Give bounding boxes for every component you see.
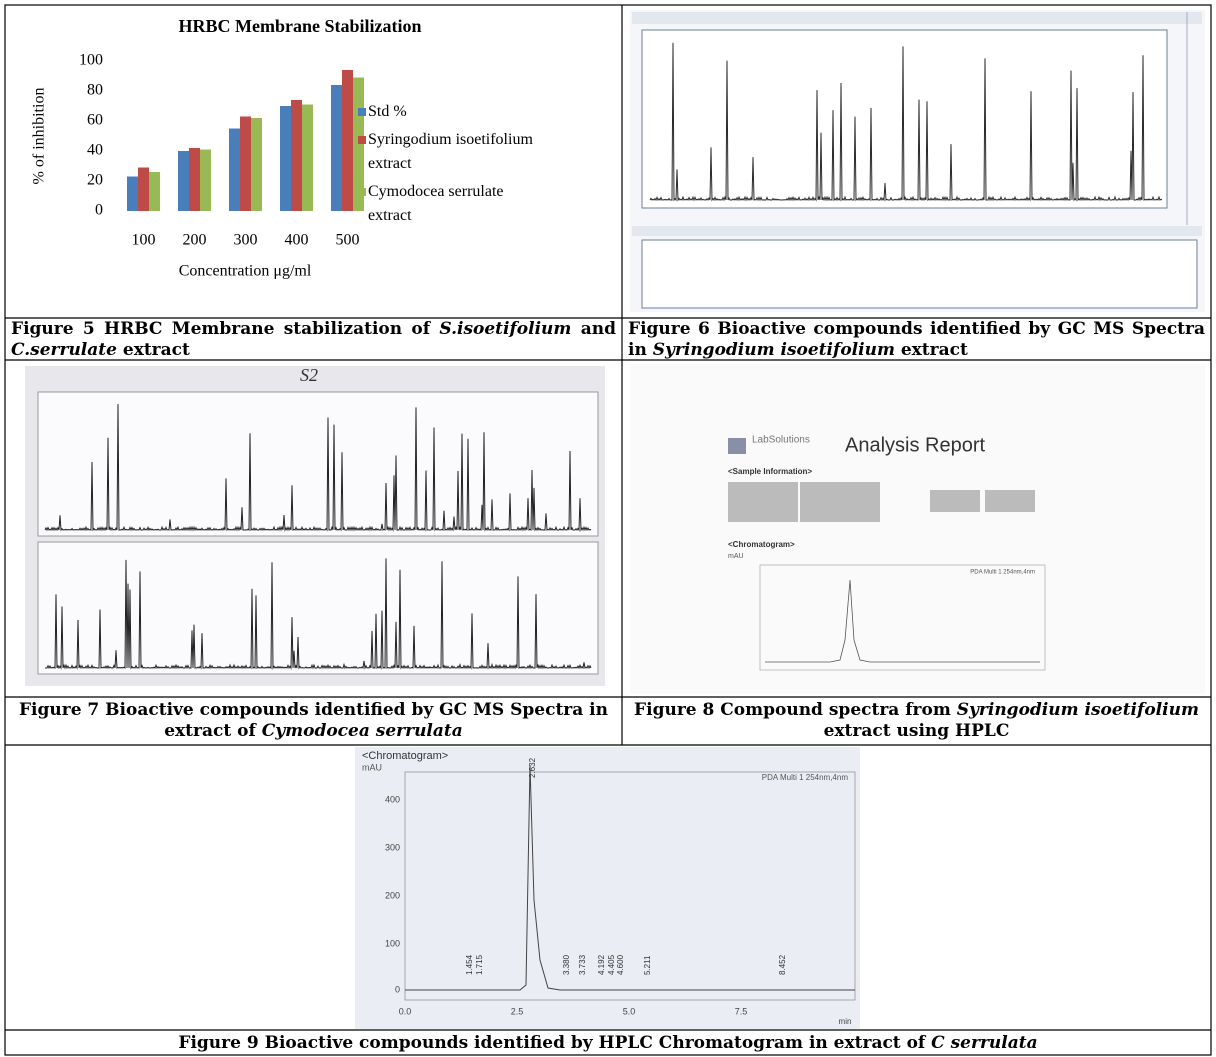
legend: Std % Syringodium isoetifolium extract Cym… bbox=[358, 100, 548, 232]
bar bbox=[229, 128, 240, 211]
detector-label: PDA Multi 1 254nm,4nm bbox=[970, 570, 1035, 576]
x-tick-label: 7.5 bbox=[735, 1006, 748, 1016]
report-section: <Chromatogram> bbox=[728, 540, 795, 549]
legend-swatch bbox=[358, 188, 366, 196]
peak-label: 3.733 bbox=[578, 954, 587, 975]
hplc-report: LabSolutions Analysis Report <Sample Inf… bbox=[630, 364, 1205, 694]
caption-text: S.isoetifolium bbox=[439, 319, 572, 339]
y-tick-label: 0 bbox=[395, 984, 400, 994]
legend-entry: Syringodium isoetifolium extract bbox=[358, 128, 548, 176]
table-borders bbox=[4, 4, 1212, 1056]
caption-text: Syringodium isoetifolium bbox=[652, 340, 895, 360]
hplc-photo: <Chromatogram> mAU PDA Multi 1 254nm,4nm… bbox=[355, 747, 860, 1029]
x-tick-label: 300 bbox=[234, 232, 258, 249]
bar bbox=[331, 85, 342, 211]
report-section: <Sample Information> bbox=[728, 467, 812, 476]
peak-label: 3.380 bbox=[562, 954, 571, 975]
peak-label: 1.715 bbox=[475, 954, 484, 975]
y-tick-label: 40 bbox=[87, 142, 103, 159]
caption-text: Figure 9 Bioactive compounds identified … bbox=[178, 1033, 932, 1053]
bar bbox=[138, 167, 149, 211]
chromatogram: 400 300 200 100 0 0.0 2.5 5.0 7.5 min 1.454 1.715 2.… bbox=[385, 757, 855, 1026]
caption-text: extract bbox=[894, 340, 968, 360]
y-tick-label: 400 bbox=[385, 794, 400, 804]
bar bbox=[189, 148, 200, 211]
y-tick-label: 80 bbox=[87, 82, 103, 99]
y-tick-label: 20 bbox=[87, 172, 103, 189]
x-tick-label: 400 bbox=[285, 232, 309, 249]
peak-label: 4.405 bbox=[607, 954, 616, 975]
legend-entry: Std % bbox=[358, 100, 548, 124]
bar bbox=[240, 116, 251, 211]
chromatogram-header: <Chromatogram> bbox=[362, 750, 448, 762]
unit-label: mAU bbox=[362, 762, 382, 772]
peak-label: 8.452 bbox=[778, 954, 787, 975]
y-tick-label: 100 bbox=[79, 52, 103, 69]
peak-label: 2.632 bbox=[528, 757, 537, 778]
peak-label: 4.600 bbox=[616, 954, 625, 975]
y-tick-label: 100 bbox=[385, 938, 400, 948]
caption-text: and bbox=[571, 319, 616, 339]
caption: Figure 9 Bioactive compounds identified … bbox=[11, 1033, 1205, 1054]
unit-label: mAU bbox=[728, 553, 744, 560]
peak-label: 4.192 bbox=[597, 954, 606, 975]
caption-text: Cymodocea serrulata bbox=[261, 721, 463, 741]
caption-text: Syringodium isoetifolium bbox=[956, 700, 1199, 720]
caption-text: Figure 8 Compound spectra from bbox=[634, 700, 957, 720]
bar bbox=[302, 104, 313, 211]
legend-label: Syringodium isoetifolium extract bbox=[368, 131, 533, 172]
caption: Figure 5 HRBC Membrane stabilization of … bbox=[11, 319, 616, 361]
bar bbox=[178, 151, 189, 211]
bar bbox=[342, 70, 353, 211]
x-tick-label: 0.0 bbox=[399, 1006, 412, 1016]
caption-text: C.serrulate bbox=[11, 340, 117, 360]
y-tick-label: 0 bbox=[95, 202, 103, 219]
bar bbox=[353, 77, 364, 211]
y-tick-label: 300 bbox=[385, 842, 400, 852]
x-tick-label: 200 bbox=[183, 232, 207, 249]
handwritten-note: S2 bbox=[300, 365, 318, 385]
caption: Figure 7 Bioactive compounds identified … bbox=[11, 700, 616, 742]
legend-entry: Cymodocea serrulate extract bbox=[358, 180, 548, 228]
caption: Figure 8 Compound spectra from Syringodi… bbox=[628, 700, 1205, 742]
bar bbox=[280, 106, 291, 211]
caption-text: Figure 5 HRBC Membrane stabilization of bbox=[11, 319, 440, 339]
bar bbox=[291, 100, 302, 211]
x-tick-label: 500 bbox=[336, 232, 360, 249]
gcms-screenshot bbox=[630, 10, 1205, 312]
peak-label: 1.454 bbox=[465, 954, 474, 975]
caption-text: C serrulata bbox=[931, 1033, 1038, 1053]
bar bbox=[149, 172, 160, 211]
legend-swatch bbox=[358, 108, 366, 116]
x-tick-label: 5.0 bbox=[623, 1006, 636, 1016]
x-unit-label: min bbox=[839, 1017, 852, 1026]
y-axis-label: % of inhibition bbox=[31, 88, 48, 185]
bar-chart: 0 20 40 60 80 100 100 200 300 400 500 bbox=[79, 52, 364, 249]
report-title: Analysis Report bbox=[845, 434, 986, 456]
x-tick-label: 2.5 bbox=[511, 1006, 524, 1016]
y-tick-label: 60 bbox=[87, 112, 103, 129]
trace bbox=[405, 764, 855, 991]
y-tick-label: 200 bbox=[385, 890, 400, 900]
detector-label: PDA Multi 1 254nm,4nm bbox=[762, 773, 849, 782]
bar bbox=[200, 149, 211, 211]
legend-label: Std % bbox=[368, 103, 407, 120]
chart-title: HRBC Membrane Stabilization bbox=[179, 16, 422, 36]
x-axis-label: Concentration μg/ml bbox=[179, 263, 312, 280]
bar bbox=[127, 176, 138, 211]
legend-label: Cymodocea serrulate extract bbox=[368, 183, 504, 224]
peak-label: 5.211 bbox=[643, 955, 652, 975]
report-brand: LabSolutions bbox=[752, 435, 810, 446]
x-tick-label: 100 bbox=[132, 232, 156, 249]
caption-text: extract using HPLC bbox=[823, 721, 1010, 741]
caption: Figure 6 Bioactive compounds identified … bbox=[628, 319, 1205, 361]
caption-text: extract bbox=[116, 340, 190, 360]
caption-text: Figure 6 Bioactive compounds identified … bbox=[628, 319, 1205, 360]
legend-swatch bbox=[358, 136, 366, 144]
caption-text: Figure 7 Bioactive compounds identified … bbox=[18, 700, 609, 741]
gcms-photo: S2 bbox=[25, 365, 605, 686]
bar bbox=[251, 118, 262, 211]
